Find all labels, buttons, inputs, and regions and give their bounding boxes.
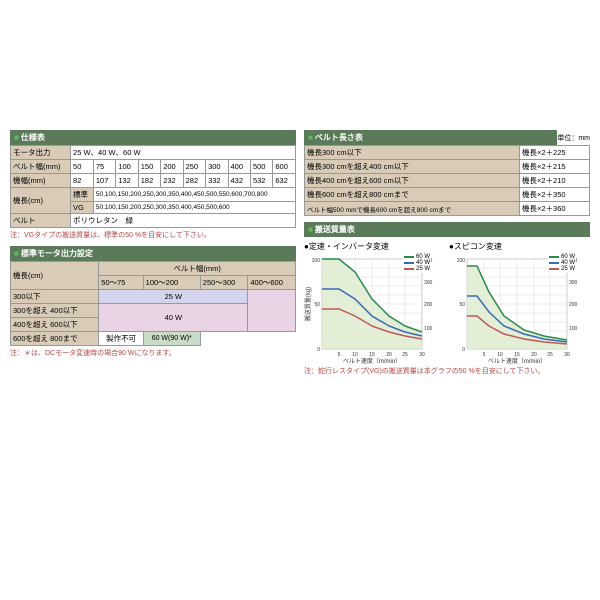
chart-speedcon: スピコン変速 100500 51015202530 ベルト速度（m/min） 6… xyxy=(449,241,590,364)
svg-text:10: 10 xyxy=(497,352,503,358)
svg-text:200: 200 xyxy=(569,302,578,308)
svg-text:25: 25 xyxy=(402,352,408,358)
svg-text:搬送質量(kg): 搬送質量(kg) xyxy=(304,287,312,321)
svg-text:10: 10 xyxy=(352,352,358,358)
chart-inverter: 定速・インバータ変速 100500 51015202530 ベルト速度（m/mi… xyxy=(304,241,445,364)
svg-text:50: 50 xyxy=(459,302,465,308)
spec-table: モータ出力25 W、40 W、60 W ベルト幅(mm)507510015020… xyxy=(10,145,296,228)
svg-text:20: 20 xyxy=(531,352,537,358)
svg-text:300: 300 xyxy=(569,280,578,286)
chart-legend-2: 60 W 40 W 25 W xyxy=(548,253,576,273)
svg-text:100: 100 xyxy=(569,326,578,332)
svg-text:ベルト速度（m/min）: ベルト速度（m/min） xyxy=(343,357,401,364)
svg-text:20: 20 xyxy=(386,352,392,358)
svg-text:100: 100 xyxy=(424,326,433,332)
spec-header: 仕様表 xyxy=(10,130,296,145)
chart-legend: 60 W 40 W 25 W xyxy=(403,253,431,273)
svg-text:200: 200 xyxy=(424,302,433,308)
svg-text:30: 30 xyxy=(564,352,570,358)
svg-text:15: 15 xyxy=(514,352,520,358)
svg-text:100: 100 xyxy=(312,258,321,264)
svg-text:5: 5 xyxy=(483,352,486,358)
svg-text:100: 100 xyxy=(457,258,466,264)
svg-text:300: 300 xyxy=(424,280,433,286)
svg-text:0: 0 xyxy=(317,347,320,353)
svg-text:30: 30 xyxy=(419,352,425,358)
svg-text:0: 0 xyxy=(462,347,465,353)
length-table: 機長300 cm以下機長×2＋225 機長300 cmを超え400 cm以下機長… xyxy=(304,145,590,216)
svg-text:50: 50 xyxy=(314,302,320,308)
motor-table: 機長(cm)ベルト幅(mm) 50～75100～200250～300400～60… xyxy=(10,261,296,346)
length-header: ベルト長さ表 xyxy=(304,130,557,145)
svg-text:5: 5 xyxy=(338,352,341,358)
spec-note: 注：VGタイプの搬送質量は、標準の50 %を目安にして下さい。 xyxy=(10,230,296,240)
motor-note: 注：＊は、DCモータ変速時の場合90 Wになります。 xyxy=(10,348,296,358)
svg-text:25: 25 xyxy=(547,352,553,358)
mass-header: 搬送質量表 xyxy=(304,222,590,237)
svg-text:ベルト速度（m/min）: ベルト速度（m/min） xyxy=(488,357,546,364)
mass-note: 注：蛇行レスタイプ(VG)の搬送質量は本グラフの50 %を目安にして下さい。 xyxy=(304,366,590,376)
motor-header: 標準モータ出力設定 xyxy=(10,246,296,261)
svg-text:15: 15 xyxy=(369,352,375,358)
